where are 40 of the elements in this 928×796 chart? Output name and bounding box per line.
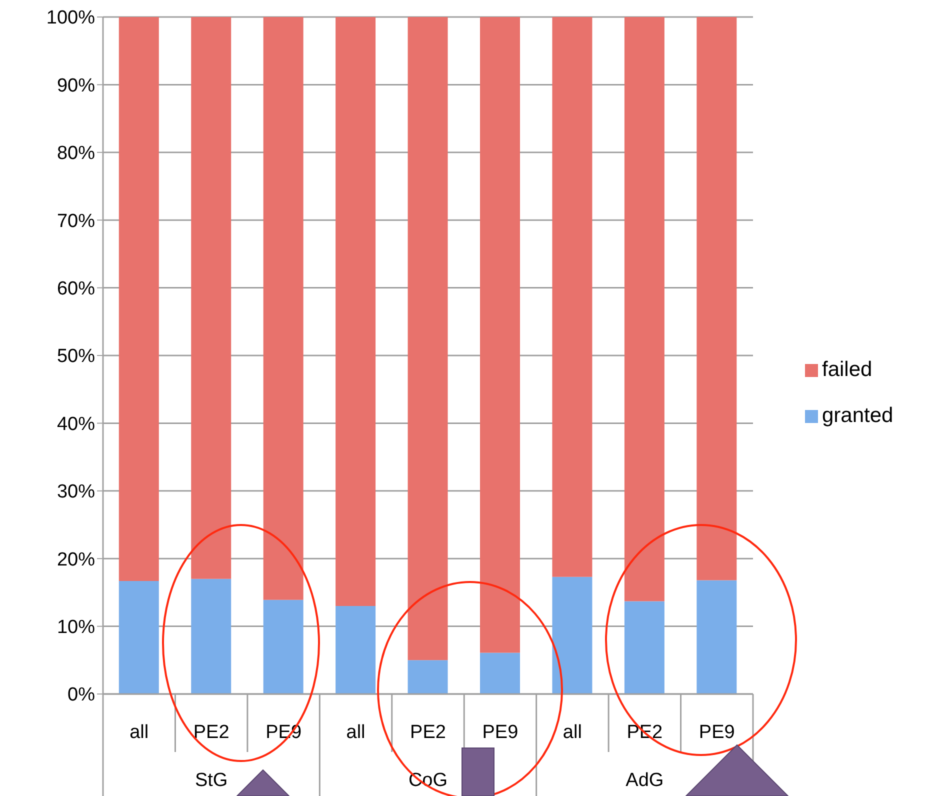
legend-label: granted [822, 404, 894, 428]
bar [263, 600, 304, 694]
y-tick-label: 40% [56, 414, 96, 435]
bar [480, 17, 520, 653]
bar [552, 576, 592, 694]
text: AdG [626, 770, 664, 791]
x-tick-label: PE2 [193, 722, 230, 743]
bar [191, 17, 232, 579]
x-tick-label: all [130, 722, 149, 743]
y-tick-label: 90% [56, 75, 96, 96]
y-tick-label: 50% [56, 346, 96, 368]
bar [336, 17, 376, 606]
bar [480, 652, 520, 694]
x-tick-label: all [562, 722, 582, 743]
x-tick-label: PE9 [482, 722, 518, 743]
bar [408, 17, 448, 660]
bar [191, 578, 232, 694]
legend-label: failed [822, 358, 872, 382]
bar [336, 606, 376, 694]
text: StG [194, 770, 228, 791]
y-tick-label: 10% [56, 617, 96, 638]
bar [552, 17, 592, 577]
y-tick-label: 0% [68, 684, 96, 706]
bar [696, 17, 737, 580]
bar [624, 601, 664, 694]
bar [118, 580, 159, 694]
y-tick-label: 60% [56, 278, 96, 300]
x-tick-label: all [346, 722, 366, 743]
y-tick-label: 80% [56, 143, 96, 164]
bar [624, 17, 664, 602]
bar [118, 17, 159, 581]
x-tick-label: PE2 [410, 722, 446, 743]
y-tick-label: 30% [56, 482, 96, 503]
y-tick-label: 20% [56, 549, 96, 570]
bar [408, 660, 448, 694]
y-tick-label: 70% [56, 210, 96, 232]
x-tick-label: PE9 [698, 722, 735, 743]
bar [263, 17, 304, 600]
y-tick-label: 100% [46, 8, 96, 29]
bar [696, 580, 737, 694]
